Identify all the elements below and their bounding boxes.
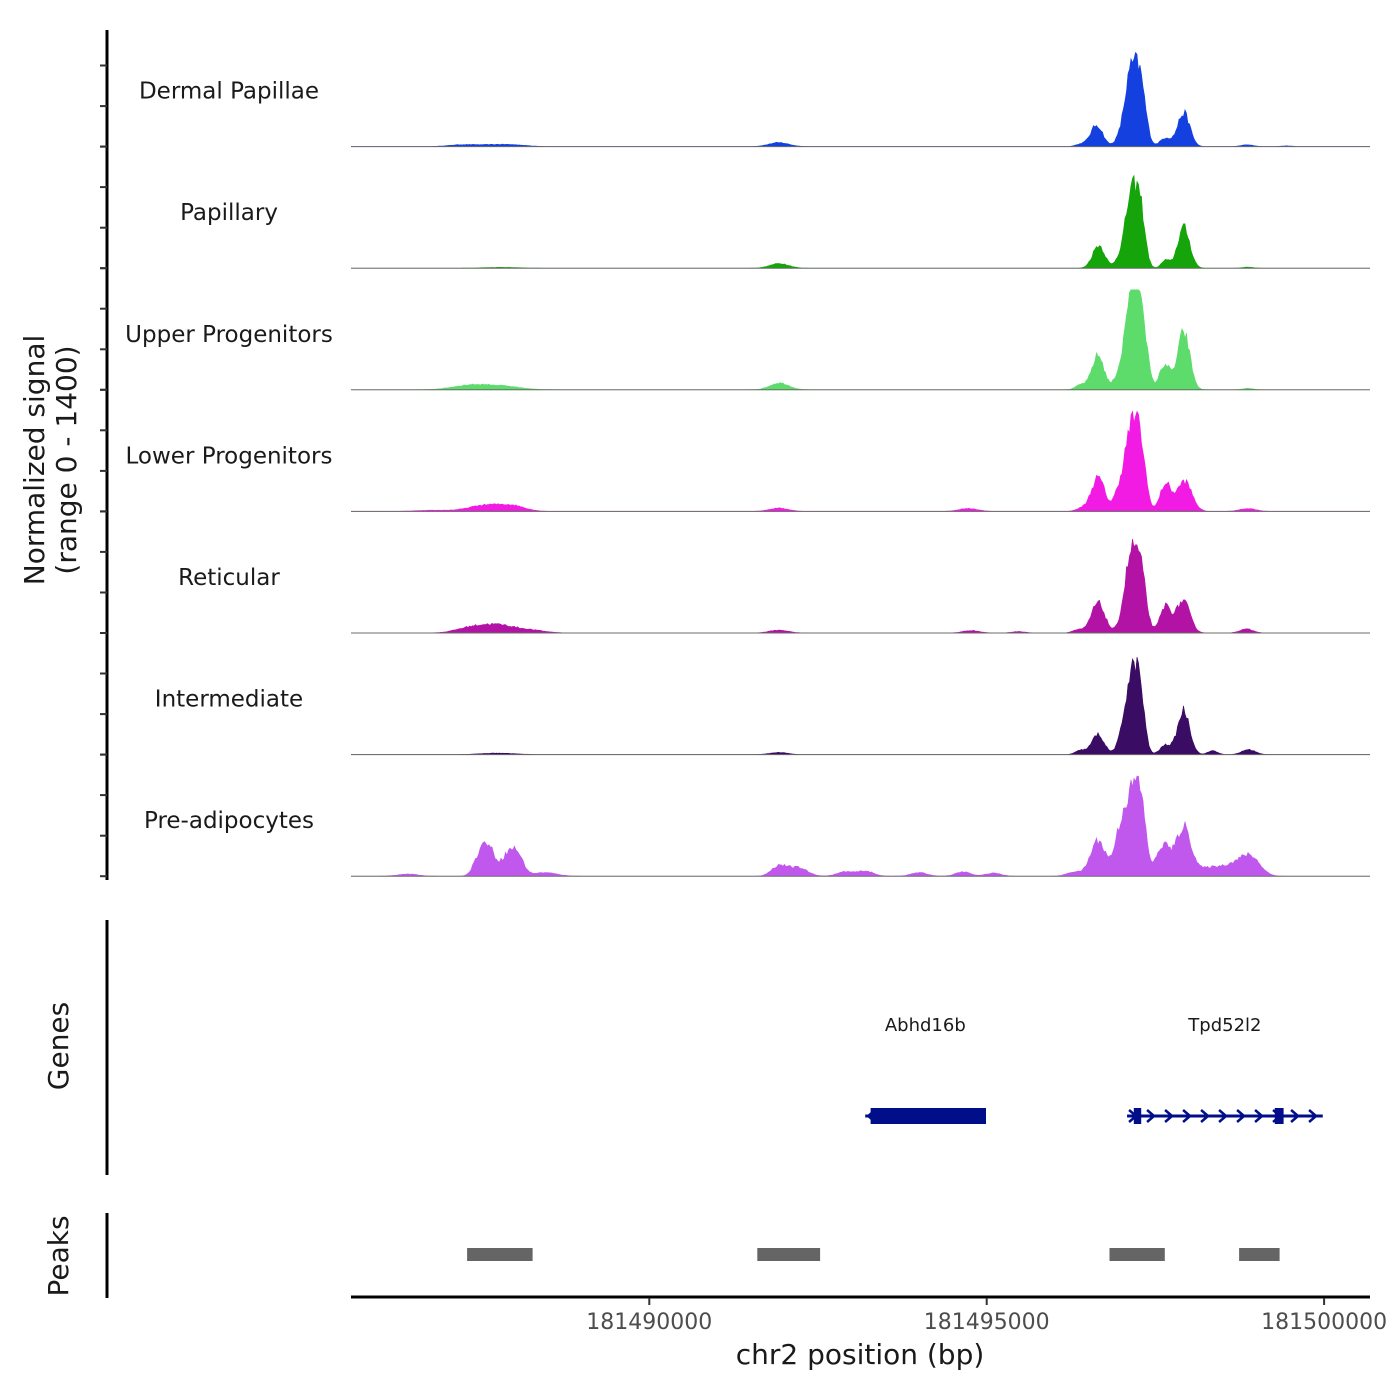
signal-y-axis <box>100 30 109 880</box>
peaks-section-label: Peaks <box>42 1215 75 1296</box>
signal-area <box>351 656 1370 755</box>
track-label: Papillary <box>180 200 278 226</box>
gene-abhd16b: Abhd16b <box>865 1015 986 1124</box>
y-axis-label-range: (range 0 - 1400) <box>50 345 83 574</box>
genes-section-label: Genes <box>42 1002 75 1090</box>
strand-arrow <box>1308 1109 1318 1123</box>
peak-region <box>1109 1248 1165 1261</box>
strand-arrow <box>1146 1109 1156 1123</box>
x-tick-label: 181490000 <box>586 1310 712 1335</box>
gene-exon <box>1133 1108 1142 1124</box>
strand-arrow <box>1200 1109 1210 1123</box>
track-label: Upper Progenitors <box>125 322 333 348</box>
track-reticular: Reticular <box>178 538 1370 634</box>
track-dermal-papillae: Dermal Papillae <box>139 51 1370 148</box>
x-axis: 181490000 181495000 181500000 <box>586 1298 1387 1335</box>
strand-arrow <box>1236 1109 1246 1123</box>
strand-arrow <box>1290 1109 1300 1123</box>
signal-area <box>351 538 1370 634</box>
signal-tracks: Dermal Papillae Papillary Upper Progenitor… <box>125 51 1370 877</box>
signal-area <box>351 775 1370 877</box>
y-axis-label: Normalized signal <box>18 335 51 586</box>
peak-regions <box>467 1248 1280 1261</box>
track-label: Intermediate <box>155 687 303 713</box>
gene-annotations: Abhd16b Tpd52l2 <box>865 1015 1323 1124</box>
peak-region <box>1239 1248 1280 1261</box>
gene-name: Abhd16b <box>885 1015 966 1036</box>
strand-arrow <box>1182 1109 1192 1123</box>
gene-exon <box>870 1108 986 1124</box>
gene-tpd52l2: Tpd52l2 <box>1127 1015 1323 1124</box>
track-label: Reticular <box>178 565 280 591</box>
gene-name: Tpd52l2 <box>1187 1015 1261 1036</box>
track-label: Dermal Papillae <box>139 79 319 105</box>
signal-area <box>351 289 1370 391</box>
track-lower-progenitors: Lower Progenitors <box>126 410 1370 512</box>
gene-exon <box>1274 1108 1284 1124</box>
track-intermediate: Intermediate <box>155 656 1370 756</box>
signal-area <box>351 51 1370 147</box>
peak-region <box>467 1248 533 1261</box>
x-tick-label: 181495000 <box>924 1310 1050 1335</box>
track-pre-adipocytes: Pre-adipocytes <box>144 775 1370 877</box>
track-papillary: Papillary <box>180 174 1370 269</box>
x-tick-label: 181500000 <box>1261 1310 1387 1335</box>
strand-arrow <box>1254 1109 1264 1123</box>
strand-arrow <box>1164 1109 1174 1123</box>
track-label: Lower Progenitors <box>126 443 333 469</box>
strand-arrow <box>1218 1109 1228 1123</box>
x-axis-label: chr2 position (bp) <box>736 1338 985 1371</box>
signal-area <box>351 410 1370 512</box>
signal-area <box>351 174 1370 269</box>
track-label: Pre-adipocytes <box>144 808 314 834</box>
track-upper-progenitors: Upper Progenitors <box>125 289 1370 391</box>
peak-region <box>757 1248 821 1261</box>
